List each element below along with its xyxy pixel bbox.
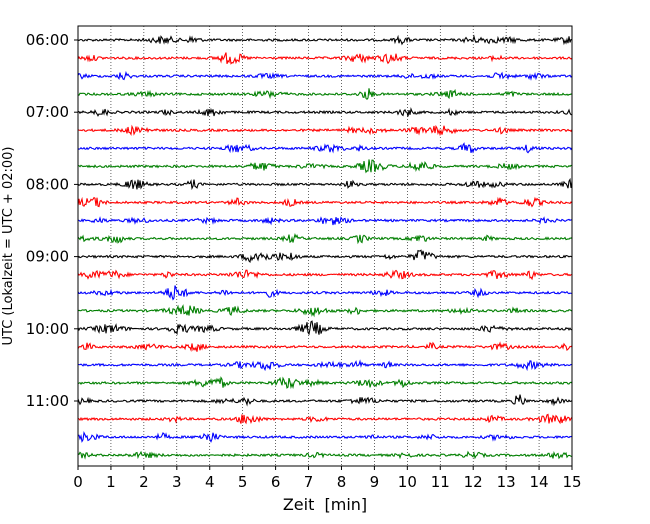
trace-line xyxy=(77,216,573,226)
x-tick-label: 1 xyxy=(106,473,116,491)
x-tick-label: 4 xyxy=(205,473,215,491)
y-tick-label: 09:00 xyxy=(26,248,69,266)
trace-line xyxy=(77,196,573,208)
trace-line xyxy=(77,359,573,372)
x-tick-label: 13 xyxy=(497,473,516,491)
trace-line xyxy=(77,320,573,336)
trace-line xyxy=(77,430,573,443)
x-tick-label: 7 xyxy=(304,473,314,491)
trace-line xyxy=(77,269,573,281)
y-tick-label: 08:00 xyxy=(26,175,69,193)
vertical-grid xyxy=(110,26,540,466)
trace-line xyxy=(77,341,573,352)
trace-line xyxy=(77,52,573,65)
x-tick-label: 3 xyxy=(172,473,182,491)
trace-line xyxy=(77,304,573,318)
trace-line xyxy=(77,70,573,81)
x-tick-label: 5 xyxy=(238,473,248,491)
trace-line xyxy=(77,233,573,245)
x-tick-label: 6 xyxy=(271,473,281,491)
plot-background xyxy=(78,26,572,466)
trace-line xyxy=(77,177,573,191)
x-tick-label: 15 xyxy=(562,473,581,491)
y-tick-label: 10:00 xyxy=(26,320,69,338)
y-tick-label: 06:00 xyxy=(26,31,69,49)
y-axis-ticks: 06:00 07:00 08:00 09:00 10:00 11:00 xyxy=(26,31,78,410)
plot-frame xyxy=(77,25,573,467)
trace-line xyxy=(77,34,573,46)
trace-line xyxy=(77,249,573,264)
y-axis-label: UTC (Lokalzeit = UTC + 02:00) xyxy=(1,147,16,346)
trace-line xyxy=(77,88,573,101)
x-axis-ticks: 0 1 2 3 4 5 6 7 8 9 10 11 12 13 14 15 xyxy=(73,466,582,491)
y-tick-label: 07:00 xyxy=(26,103,69,121)
x-tick-label: 9 xyxy=(370,473,380,491)
trace-series-group xyxy=(77,34,573,460)
trace-line xyxy=(77,394,573,407)
x-tick-label: 10 xyxy=(398,473,417,491)
x-tick-label: 8 xyxy=(337,473,347,491)
x-tick-label: 11 xyxy=(431,473,450,491)
trace-line xyxy=(77,450,573,460)
x-tick-label: 0 xyxy=(73,473,83,491)
x-tick-label: 14 xyxy=(530,473,549,491)
trace-line xyxy=(77,142,573,154)
trace-line xyxy=(77,376,573,390)
trace-line xyxy=(77,413,573,425)
trace-line xyxy=(77,285,573,301)
trace-line xyxy=(77,124,573,137)
y-tick-label: 11:00 xyxy=(26,392,69,410)
trace-line xyxy=(77,107,573,117)
trace-line xyxy=(77,159,573,174)
x-axis-label: Zeit [min] xyxy=(283,495,367,514)
x-tick-label: 12 xyxy=(464,473,483,491)
x-tick-label: 2 xyxy=(139,473,149,491)
